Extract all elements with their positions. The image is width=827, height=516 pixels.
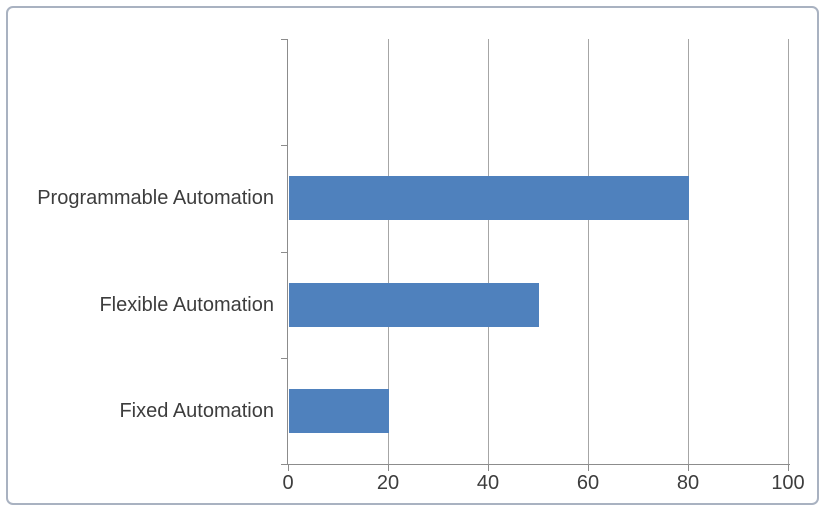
plot-area — [288, 39, 789, 464]
gridline-x-80 — [688, 39, 689, 464]
x-axis-tick-80 — [688, 464, 689, 471]
y-axis-tick-4 — [281, 464, 288, 465]
gridline-x-100 — [788, 39, 789, 464]
bar-flexible-automation — [289, 283, 539, 327]
x-axis-tick-100 — [788, 464, 789, 471]
y-axis-tick-3 — [281, 358, 288, 359]
chart-frame: Programmable Automation Flexible Automati… — [6, 6, 819, 505]
x-tick-label-40: 40 — [476, 472, 500, 494]
y-axis-tick-0 — [281, 39, 288, 40]
x-axis-tick-0 — [288, 464, 289, 471]
y-axis-tick-1 — [281, 145, 288, 146]
category-label-flexible-automation: Flexible Automation — [99, 294, 274, 316]
x-tick-label-100: 100 — [771, 472, 805, 494]
x-tick-label-60: 60 — [576, 472, 600, 494]
bar-fixed-automation — [289, 389, 389, 433]
x-tick-label-80: 80 — [676, 472, 700, 494]
x-tick-label-0: 0 — [282, 472, 294, 494]
bar-programmable-automation — [289, 176, 689, 220]
x-axis-tick-60 — [588, 464, 589, 471]
gridline-x-40 — [488, 39, 489, 464]
category-label-fixed-automation: Fixed Automation — [119, 400, 274, 422]
gridline-x-20 — [388, 39, 389, 464]
x-axis-line — [281, 464, 790, 465]
y-axis-tick-2 — [281, 252, 288, 253]
x-axis-tick-20 — [388, 464, 389, 471]
y-axis-line — [287, 39, 288, 464]
x-tick-label-20: 20 — [376, 472, 400, 494]
category-label-programmable-automation: Programmable Automation — [37, 187, 274, 209]
gridline-x-60 — [588, 39, 589, 464]
x-axis-tick-40 — [488, 464, 489, 471]
